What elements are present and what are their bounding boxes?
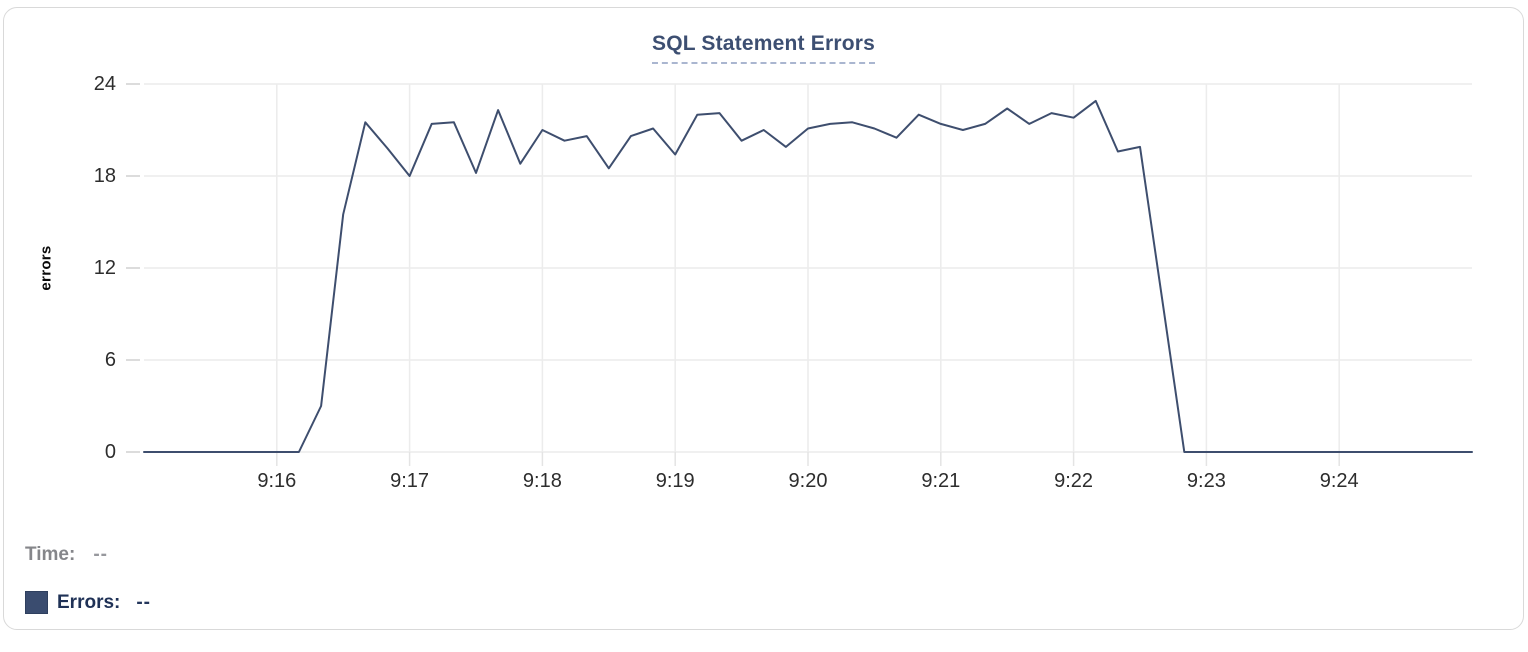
x-tick-label: 9:22	[1054, 470, 1094, 492]
x-tick-label: 9:24	[1319, 470, 1359, 492]
x-tick-label: 9:16	[257, 470, 297, 492]
x-tick-label: 9:19	[655, 470, 695, 492]
x-tick-label: 9:23	[1186, 470, 1226, 492]
chart-header: SQL Statement Errors	[4, 32, 1523, 64]
plot-svg[interactable]	[4, 8, 1525, 631]
x-tick-label: 9:18	[522, 470, 562, 492]
chart-title[interactable]: SQL Statement Errors	[651, 32, 875, 64]
x-tick-label: 9:21	[921, 470, 961, 492]
errors-swatch	[25, 591, 48, 614]
y-tick-label: 18	[93, 165, 116, 187]
y-tick-label: 6	[104, 349, 116, 371]
y-tick-label: 0	[104, 441, 116, 463]
x-tick-label: 9:17	[390, 470, 430, 492]
y-axis-title: errors	[37, 245, 55, 291]
y-tick-label: 24	[93, 73, 116, 95]
chart-card: SQL Statement Errors 0 6 12 18 24 9:16 9:17 9:…	[3, 7, 1524, 630]
y-tick-label: 12	[93, 257, 116, 279]
errors-value: --	[136, 591, 152, 613]
x-tick-label: 9:20	[788, 470, 828, 492]
tooltip-time-row: Time: --	[25, 544, 108, 566]
errors-line	[143, 99, 1473, 453]
time-label: Time:	[25, 544, 76, 565]
errors-label: Errors:	[57, 591, 121, 613]
time-value: --	[93, 544, 108, 565]
legend-errors-row[interactable]: Errors: --	[25, 591, 151, 614]
